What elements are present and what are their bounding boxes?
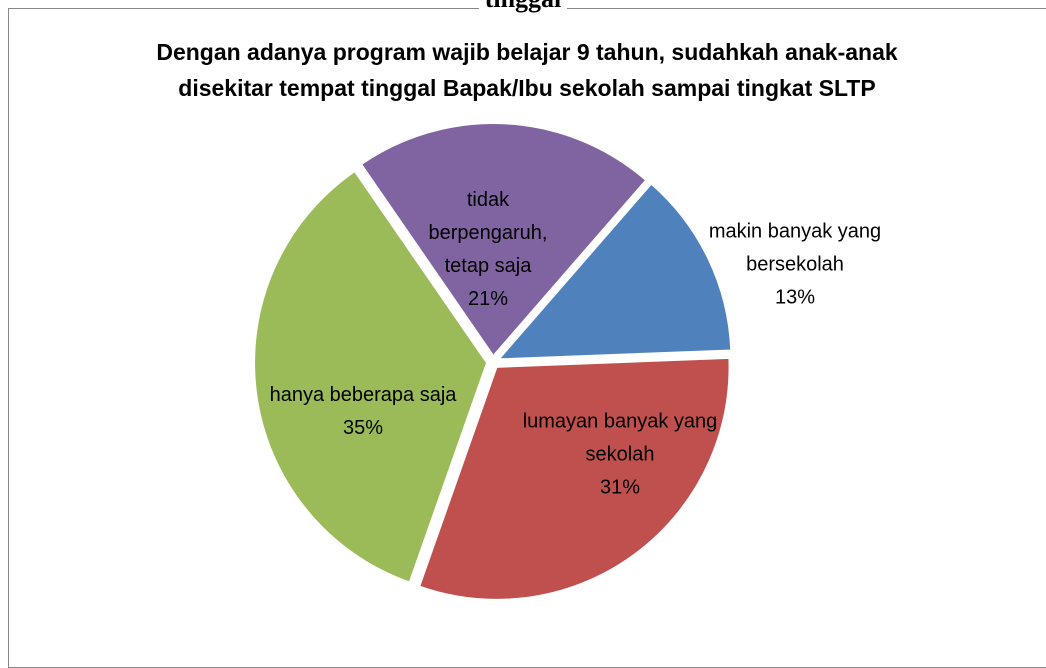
category-label: hanya beberapa saja	[269, 384, 457, 406]
value-label: 21%	[467, 288, 509, 310]
category-label: lumayan banyak yang sekolah	[522, 410, 718, 466]
pie-slice	[253, 169, 489, 584]
header-text: tinggal	[478, 0, 568, 13]
category-label: tidak berpengaruh, tetap saja	[428, 189, 548, 277]
slice-label: tidak berpengaruh, tetap saja 21%	[418, 184, 558, 316]
value-label: 35%	[342, 417, 384, 439]
chart	[253, 122, 733, 601]
slice-label: lumayan banyak yang sekolah 31%	[515, 406, 725, 505]
slice-label: makin banyak yang bersekolah 13%	[700, 216, 890, 315]
chart-title: Dengan adanya program wajib belajar 9 ta…	[156, 39, 898, 101]
value-label: 13%	[774, 286, 816, 309]
value-label: 31%	[599, 476, 641, 499]
pie-slice	[359, 122, 648, 358]
header-fragment: tinggal	[0, 0, 1046, 14]
category-label: makin banyak yang bersekolah	[708, 220, 882, 276]
slice-label: hanya beberapa saja 35%	[268, 379, 458, 445]
pie-slice	[496, 182, 733, 361]
pie-slice	[417, 356, 731, 601]
